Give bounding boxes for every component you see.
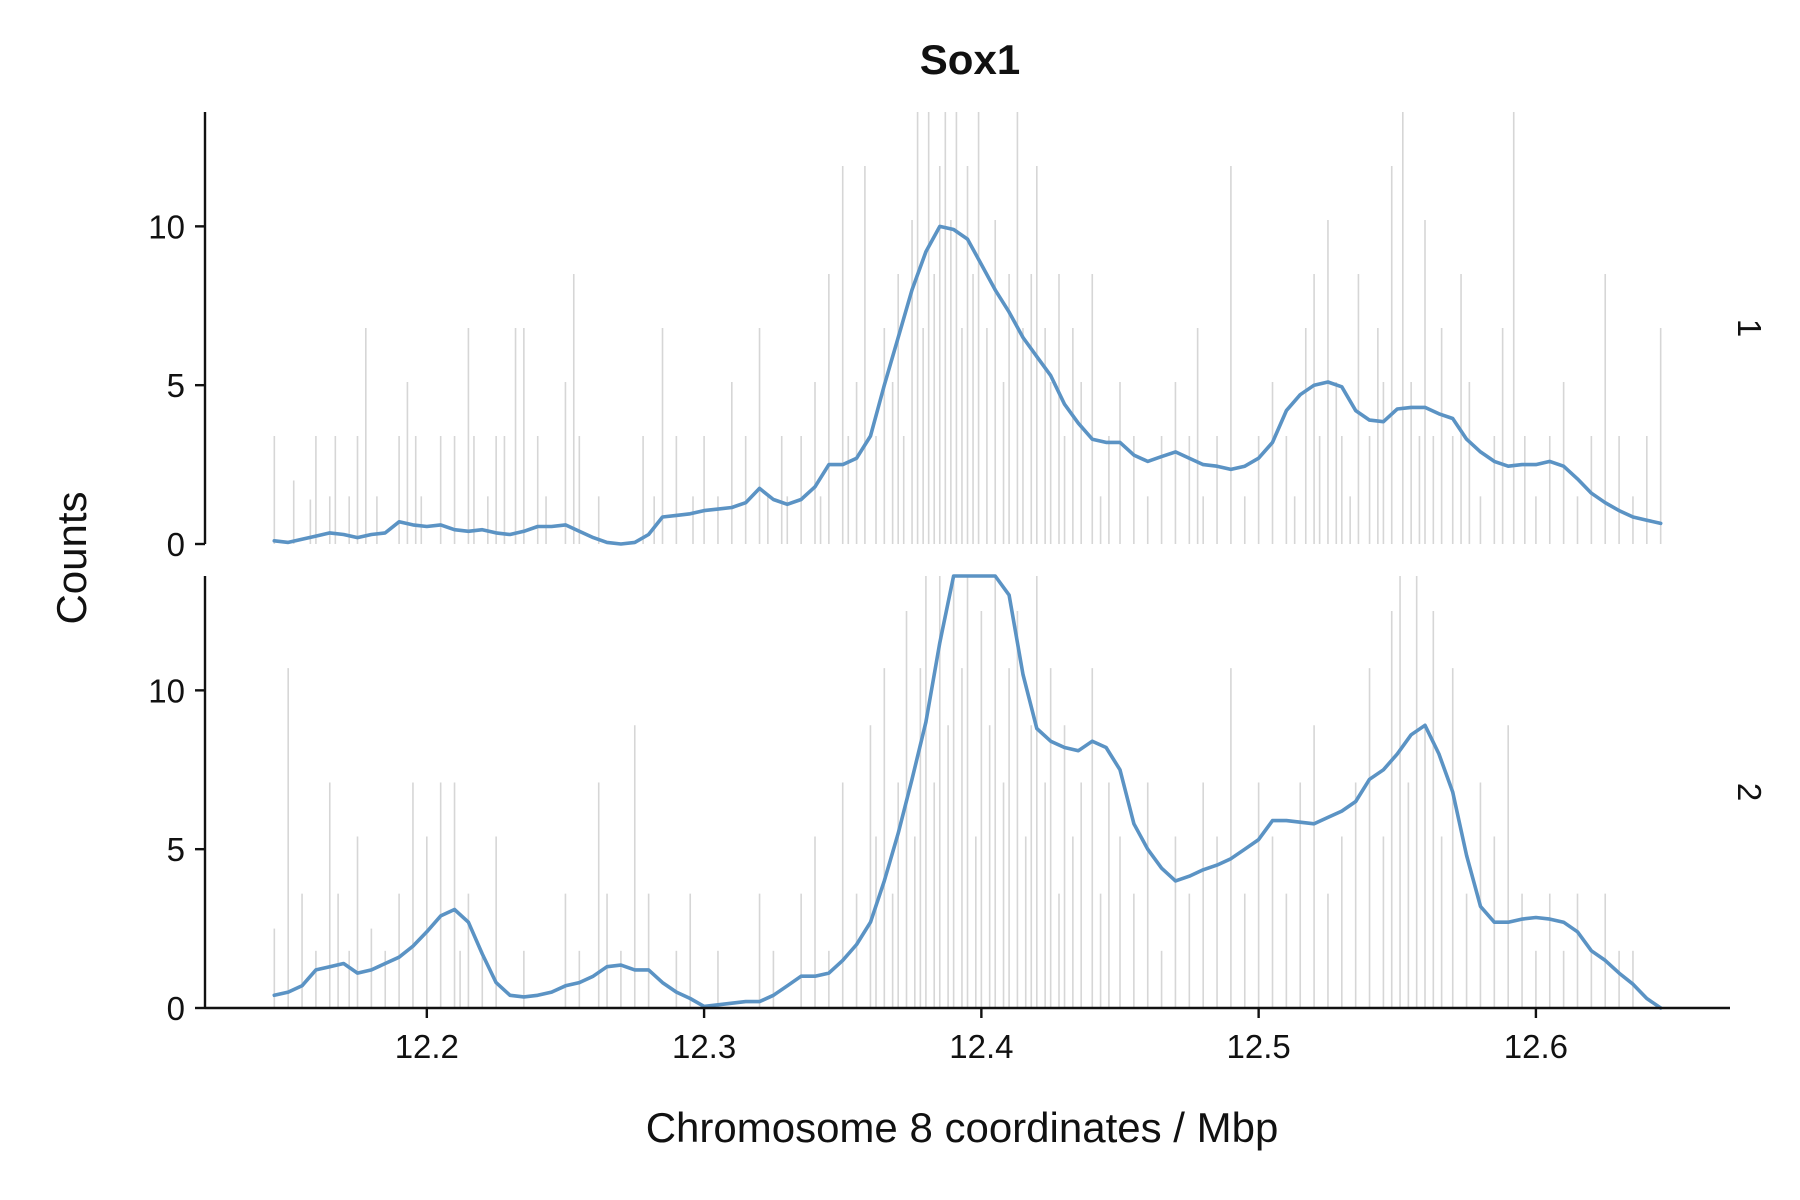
panel-2-y-ticks: 0 5 10 bbox=[148, 672, 205, 1027]
x-axis-ticks: 12.2 12.3 12.4 12.5 12.6 bbox=[395, 1008, 1568, 1065]
y-tick-label: 0 bbox=[167, 526, 185, 563]
x-tick-label: 12.3 bbox=[672, 1028, 736, 1065]
y-tick-label: 5 bbox=[167, 367, 185, 404]
chart-title: Sox1 bbox=[920, 36, 1020, 83]
x-tick-label: 12.4 bbox=[949, 1028, 1013, 1065]
x-tick-label: 12.6 bbox=[1504, 1028, 1568, 1065]
panel-1-count-bars bbox=[273, 112, 1662, 544]
panel-1-smoothed-line bbox=[272, 224, 1663, 546]
y-tick-label: 0 bbox=[167, 990, 185, 1027]
x-tick-label: 12.5 bbox=[1227, 1028, 1291, 1065]
x-tick-label: 12.2 bbox=[395, 1028, 459, 1065]
panel-2-count-bars bbox=[273, 576, 1634, 1008]
panel-2-smoothed-line bbox=[272, 574, 1663, 1010]
panel-2: 0 5 10 2 bbox=[148, 574, 1768, 1027]
panel-1-strip-label: 1 bbox=[1731, 319, 1768, 337]
panel-1-y-ticks: 0 5 10 bbox=[148, 208, 205, 563]
y-tick-label: 5 bbox=[167, 831, 185, 868]
y-tick-label: 10 bbox=[148, 672, 185, 709]
y-axis-title: Counts bbox=[48, 491, 95, 624]
y-tick-label: 10 bbox=[148, 208, 185, 245]
panel-1: 0 5 10 1 bbox=[148, 112, 1768, 563]
panel-2-strip-label: 2 bbox=[1731, 783, 1768, 801]
x-axis-title: Chromosome 8 coordinates / Mbp bbox=[646, 1104, 1279, 1151]
